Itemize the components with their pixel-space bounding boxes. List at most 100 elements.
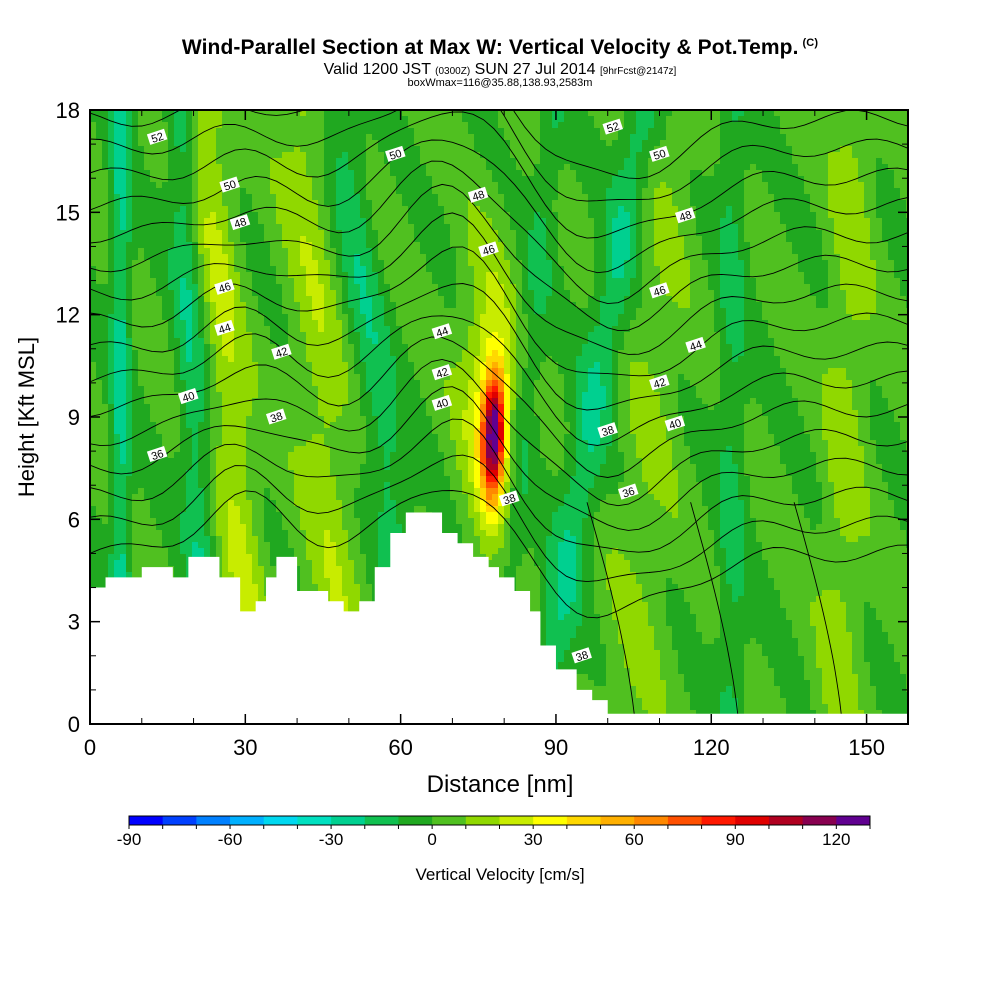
contour-label-text: 48 (471, 189, 486, 204)
contour-label-box (602, 118, 624, 135)
colorbar-swatch (398, 816, 433, 825)
colorbar-swatch (196, 816, 231, 825)
theta-contour (90, 418, 908, 553)
contour-label-text: 38 (269, 410, 284, 425)
contour-label: 50 (385, 145, 406, 163)
contour-label-text: 50 (222, 178, 237, 193)
contour-label-box (674, 207, 696, 224)
contour-label-text: 46 (481, 243, 496, 258)
colorbar-swatch (364, 816, 399, 825)
colorbar-swatch (129, 816, 164, 825)
colorbar-tick-label: 60 (625, 830, 644, 849)
theta-contour (90, 111, 908, 239)
x-axis-label: Distance [nm] (427, 771, 574, 798)
contour-label-box (214, 319, 235, 336)
colorbar-tick-label: -90 (117, 830, 142, 849)
contour-label-box (571, 647, 592, 664)
subtitle-date: SUN 27 Jul 2014 (474, 61, 596, 78)
contour-label-box (431, 364, 453, 381)
contour-label-box (214, 278, 235, 295)
contour-label-text: 50 (388, 148, 403, 163)
contour-label-text: 48 (233, 216, 248, 231)
colorbar-swatch (263, 816, 298, 825)
theta-contour (90, 160, 908, 305)
colorbar-swatch (600, 816, 635, 825)
terrain-fill (90, 512, 908, 724)
contour-label: 38 (571, 647, 592, 664)
colorbar-swatch (634, 816, 669, 825)
y-tick-label: 0 (68, 712, 80, 737)
contour-label-box (431, 394, 453, 411)
colorbar-tick-label: 0 (427, 830, 436, 849)
contour-label-text: 42 (435, 366, 450, 381)
contour-label-text: 44 (217, 322, 232, 337)
contour-label-text: 42 (274, 346, 289, 361)
colorbar: -90 -60 -30 0 30 60 90 120 (117, 815, 871, 849)
contour-label-box (146, 128, 168, 145)
subtitle-valid: Valid 1200 JST (323, 61, 431, 78)
colorbar-swatch (331, 816, 366, 825)
contour-label: 48 (229, 214, 251, 231)
colorbar-label: Vertical Velocity [cm/s] (415, 865, 584, 884)
colorbar-swatch (735, 816, 770, 825)
y-tick-label: 12 (56, 303, 80, 328)
colorbar-swatch (768, 816, 804, 825)
contour-label-text: 36 (150, 448, 165, 463)
theta-contour (90, 183, 908, 332)
y-tick-label: 9 (68, 405, 80, 430)
contour-label: 44 (431, 323, 453, 340)
contour-label-box (177, 388, 199, 405)
contour-label-box (431, 323, 453, 340)
theta-contour (90, 212, 908, 355)
contour-label-box (478, 241, 499, 258)
contour-label-box (229, 214, 251, 231)
colorbar-swatch (162, 816, 197, 825)
colorbar-swatch (297, 816, 332, 825)
y-tick-label: 15 (56, 200, 80, 225)
contour-label: 36 (618, 483, 639, 501)
y-tick-label: 18 (56, 98, 80, 123)
theta-contour (90, 283, 908, 411)
contour-label-text: 46 (217, 281, 232, 296)
colorbar-swatch (432, 816, 467, 825)
colorbar-tick-label: -60 (218, 830, 243, 849)
contour-label-text: 46 (652, 284, 667, 299)
contour-label: 52 (146, 128, 168, 146)
terrain-mask (90, 512, 908, 724)
y-tick-label: 3 (68, 610, 80, 635)
y-tick-label: 6 (68, 507, 80, 532)
contour-label-box (271, 343, 292, 360)
contour-label-text: 38 (600, 424, 615, 439)
contour-labels: 52 50 48 46 44 42 40 38 36 50 48 46 44 42 40 38 52 50 48 46… (146, 118, 706, 664)
colorbar-tick-label: 30 (524, 830, 543, 849)
contour-label-box (265, 408, 287, 425)
contour-label-box (618, 483, 639, 500)
contour-label-text: 52 (150, 131, 165, 146)
contour-label-text: 44 (688, 339, 703, 354)
contour-label: 50 (649, 145, 670, 163)
colorbar-tick-label: -30 (319, 830, 344, 849)
contour-label: 48 (674, 207, 696, 224)
contour-label-box (467, 186, 489, 203)
chart-title: Wind-Parallel Section at Max W: Vertical… (0, 36, 1000, 60)
contour-label: 46 (649, 282, 670, 299)
contour-label: 42 (271, 343, 292, 361)
x-tick-label: 150 (848, 735, 885, 760)
contour-label: 40 (431, 394, 453, 412)
contour-label-text: 40 (668, 417, 683, 432)
colorbar-tick-label: 90 (726, 830, 745, 849)
theta-contour (90, 386, 908, 531)
contour-label-box (664, 415, 686, 432)
contour-label-box (649, 145, 670, 162)
colorbar-swatch (667, 816, 702, 825)
contour-label: 44 (685, 336, 706, 354)
contour-label-text: 40 (181, 390, 196, 405)
y-axis-label: Height [Kft MSL] (14, 337, 39, 497)
x-tick-label: 30 (233, 735, 257, 760)
theta-contour (690, 502, 740, 724)
colorbar-swatch (465, 816, 500, 825)
theta-contour (90, 110, 908, 180)
contour-label: 42 (649, 374, 670, 391)
contour-label-text: 44 (435, 325, 450, 340)
